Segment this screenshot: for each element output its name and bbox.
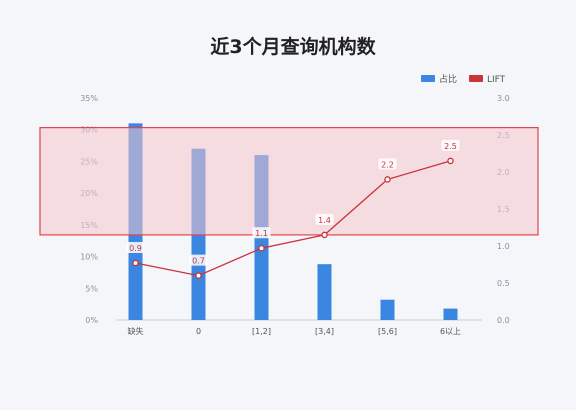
y-right-tick-label: 0.0	[497, 316, 510, 325]
y-right-tick-label: 1.0	[497, 242, 510, 251]
x-tick-label-1: 0	[196, 327, 201, 336]
lift-data-label-0: 0.9	[129, 244, 142, 253]
bar-3	[317, 264, 332, 320]
lift-label-bg	[189, 254, 208, 266]
legend-swatch-line	[469, 75, 483, 82]
y-left-tick-label: 0%	[85, 316, 98, 325]
chart-title: 近3个月查询机构数	[210, 35, 376, 58]
bar-4	[380, 299, 395, 320]
y-right-tick-label: 3.0	[497, 94, 510, 103]
lift-label-bg	[315, 213, 334, 225]
lift-point-5	[447, 157, 454, 165]
lift-point-3	[321, 231, 328, 239]
lift-line-series: 0.9 0.7 1.1 1.4 2.2 2.5	[126, 139, 460, 279]
lift-data-label-2: 1.1	[255, 229, 268, 238]
lift-data-label-5: 2.5	[444, 142, 457, 151]
y-left-tick-label: 10%	[80, 253, 98, 262]
legend-swatch-bar	[421, 75, 435, 82]
lift-line	[135, 160, 451, 277]
x-tick-label-0: 缺失	[128, 326, 144, 336]
lift-label-bg	[126, 242, 145, 254]
lift-label-bg	[441, 139, 460, 151]
highlight-band	[39, 126, 539, 236]
lift-data-label-1: 0.7	[192, 257, 205, 266]
lift-data-label-4: 2.2	[381, 160, 394, 169]
lift-point-1	[195, 272, 202, 279]
lift-data-label-3: 1.4	[318, 216, 331, 225]
bar-5	[443, 308, 458, 320]
x-axis-labels: 缺失 0 [1,2] [3,4] [5,6] 6以上	[128, 326, 462, 336]
x-tick-label-3: [3,4]	[315, 327, 334, 336]
y-right-tick-label: 0.5	[497, 279, 510, 288]
lift-point-4	[384, 176, 391, 183]
x-tick-label-5: 6以上	[440, 327, 461, 336]
legend-label-line: LIFT	[487, 75, 506, 85]
x-tick-label-4: [5,6]	[378, 327, 397, 336]
lift-point-2	[258, 244, 265, 252]
legend-label-bar: 占比	[439, 73, 457, 85]
lift-point-0	[132, 259, 139, 267]
lift-label-bg	[378, 158, 397, 170]
legend: 占比 LIFT	[421, 73, 506, 85]
lift-label-bg	[252, 227, 271, 239]
x-tick-label-2: [1,2]	[252, 327, 271, 336]
y-left-tick-label: 35%	[80, 94, 98, 103]
highlight-band-rect	[39, 126, 539, 236]
y-left-tick-label: 5%	[85, 284, 98, 293]
